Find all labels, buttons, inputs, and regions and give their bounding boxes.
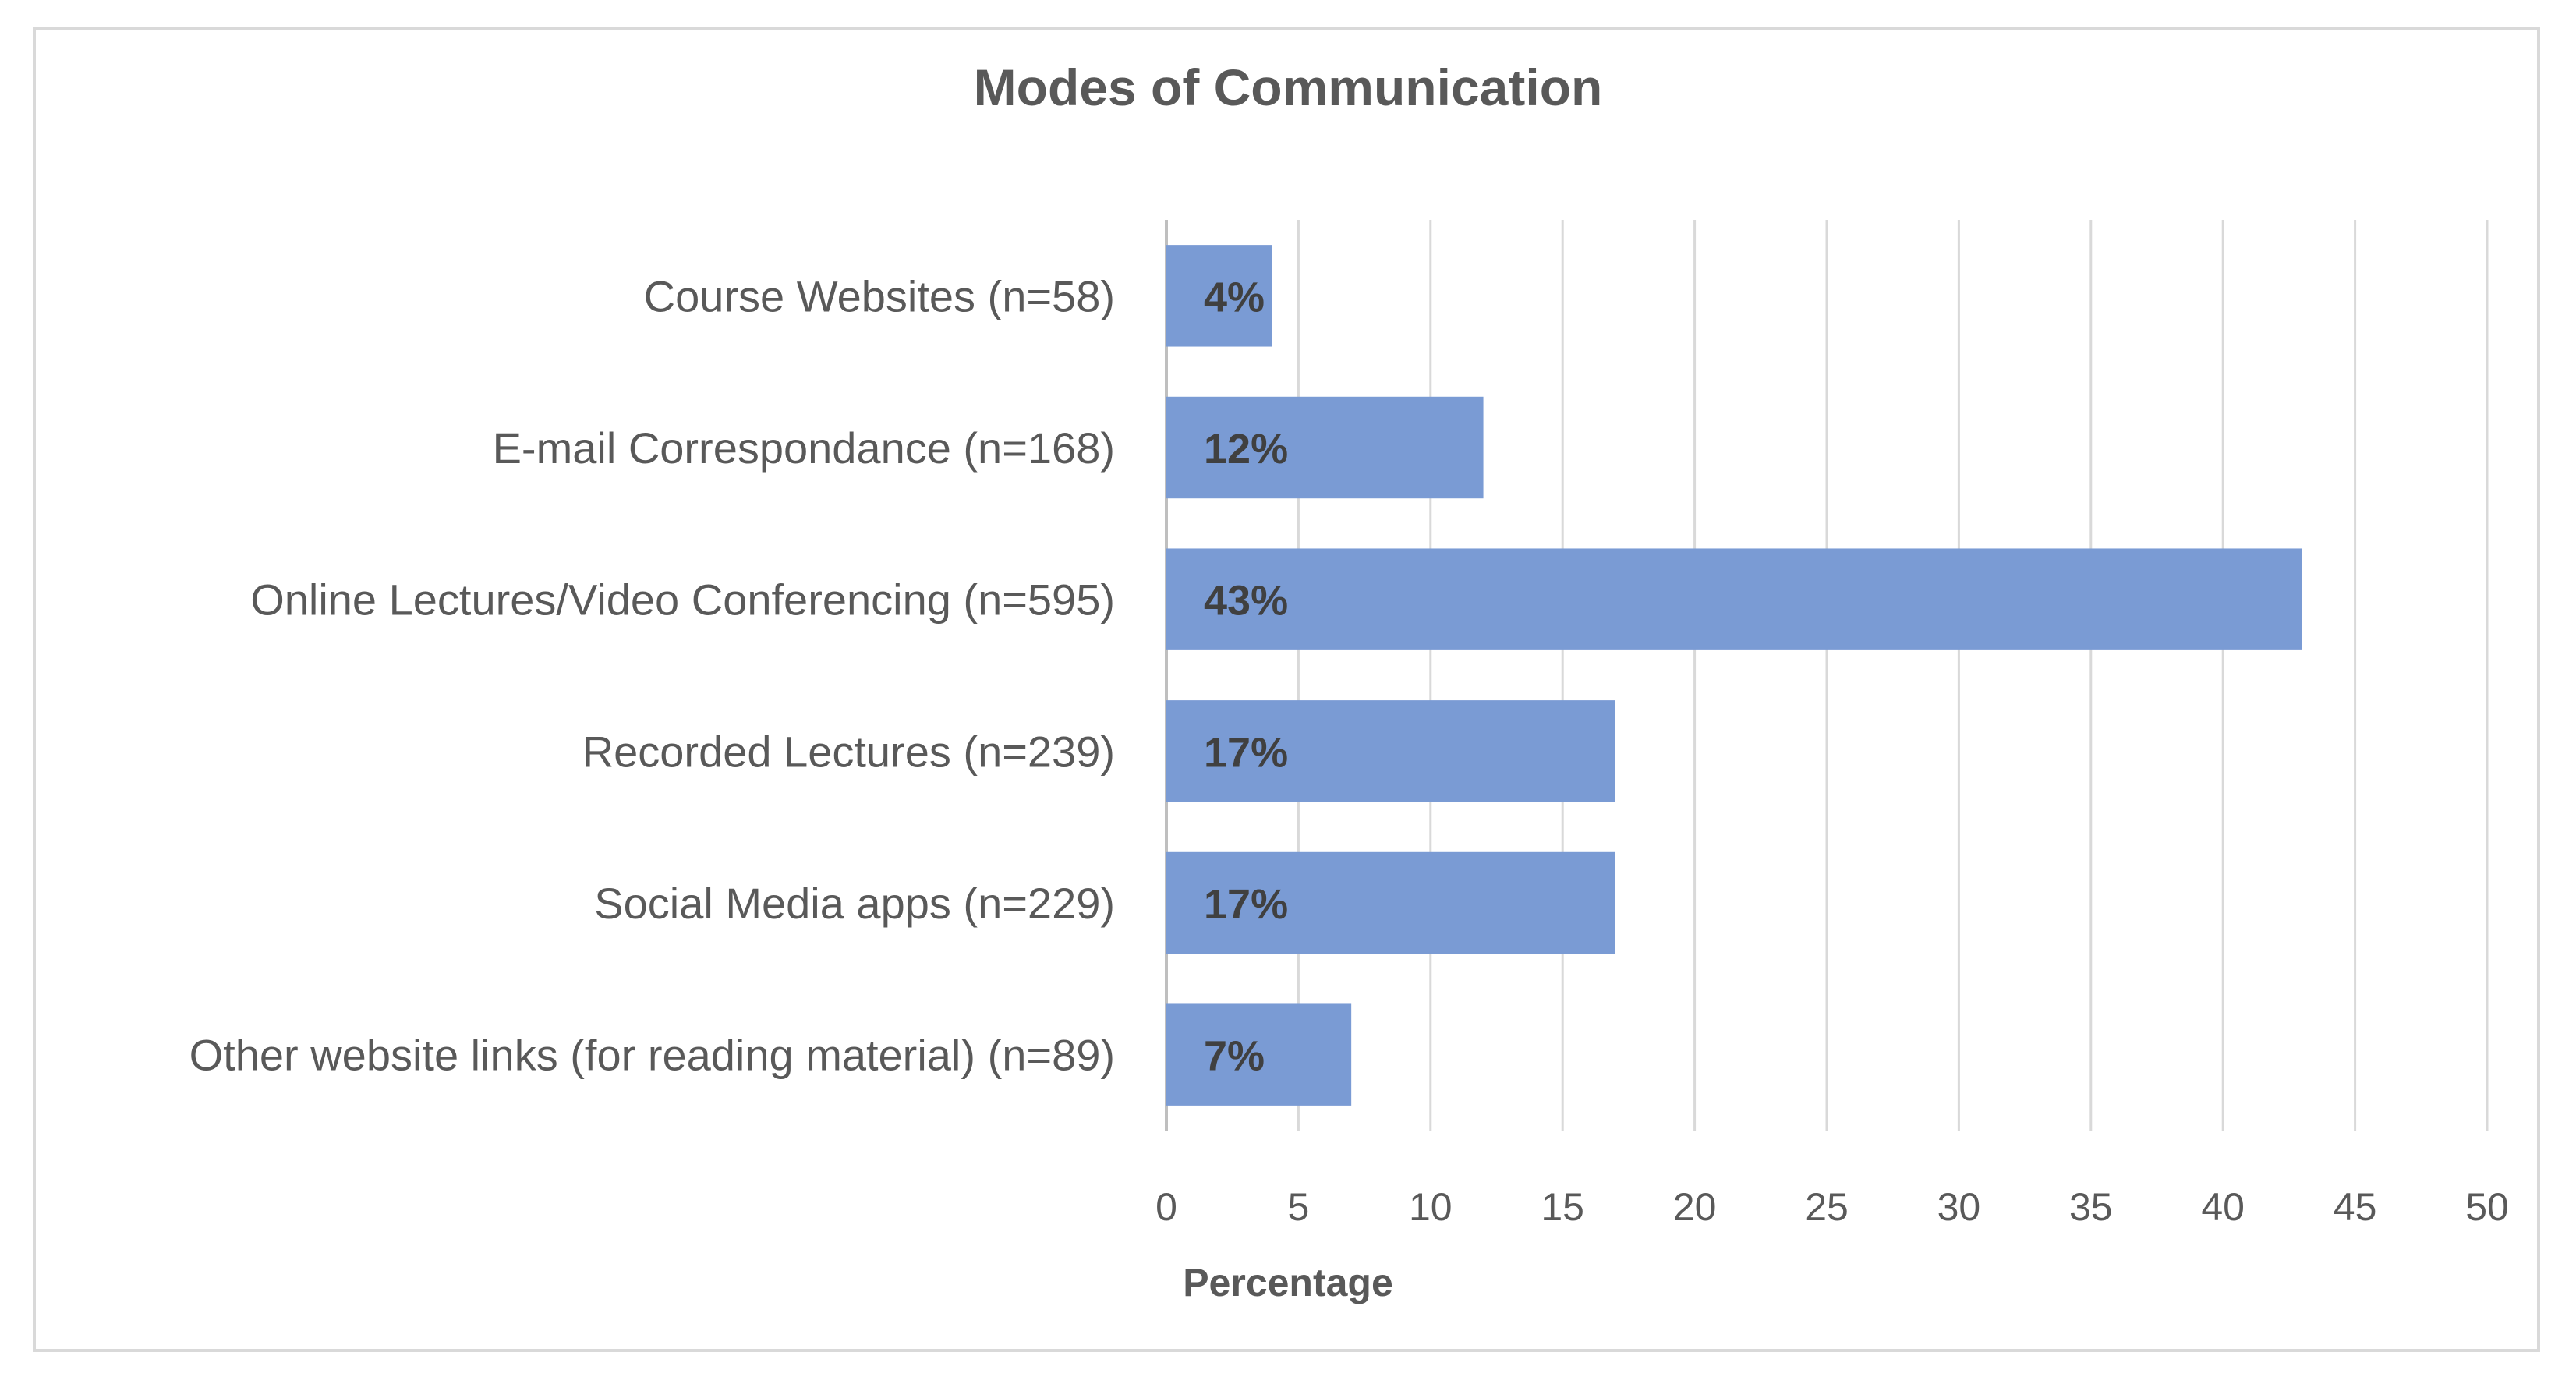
data-label: 4% <box>1204 274 1265 320</box>
x-tick-label: 50 <box>2465 1185 2509 1229</box>
x-tick-label: 5 <box>1287 1185 1309 1229</box>
bars <box>1166 245 2302 1106</box>
x-tick-label: 35 <box>2069 1185 2113 1229</box>
category-label: Recorded Lectures (n=239) <box>582 727 1115 776</box>
x-tick-label: 20 <box>1673 1185 1717 1229</box>
bar <box>1166 851 1615 954</box>
bar <box>1166 1003 1352 1106</box>
category-label: Social Media apps (n=229) <box>594 879 1115 928</box>
data-label: 7% <box>1204 1033 1265 1080</box>
bar <box>1166 245 1272 347</box>
x-tick-label: 25 <box>1805 1185 1849 1229</box>
category-label: E-mail Correspondance (n=168) <box>493 423 1115 473</box>
x-axis-label: Percentage <box>1183 1261 1393 1304</box>
data-label: 17% <box>1204 881 1288 928</box>
x-tick-label: 15 <box>1541 1185 1584 1229</box>
data-label: 12% <box>1204 426 1288 473</box>
category-label: Course Websites (n=58) <box>644 271 1115 320</box>
data-labels: 4% 12% 43% 17% 17% 7% <box>1204 274 1288 1079</box>
x-tick-label: 10 <box>1409 1185 1453 1229</box>
bar <box>1166 396 1484 499</box>
category-label: Other website links (for reading materia… <box>189 1031 1115 1080</box>
bar <box>1166 548 2302 650</box>
data-label: 17% <box>1204 729 1288 776</box>
x-tick-label: 40 <box>2201 1185 2245 1229</box>
bar <box>1166 700 1615 802</box>
x-tick-labels: 0 5 10 15 20 25 30 35 40 45 50 <box>1155 1185 2509 1229</box>
chart-title: Modes of Communication <box>974 58 1603 116</box>
x-tick-label: 0 <box>1155 1185 1177 1229</box>
x-tick-label: 45 <box>2334 1185 2377 1229</box>
x-tick-label: 30 <box>1937 1185 1981 1229</box>
chart-frame <box>33 27 2540 1352</box>
data-label: 43% <box>1204 578 1288 625</box>
gridlines <box>1165 220 2489 1131</box>
category-label: Online Lectures/Video Conferencing (n=59… <box>250 575 1115 625</box>
category-labels: Course Websites (n=58) E-mail Corresponda… <box>189 271 1115 1079</box>
